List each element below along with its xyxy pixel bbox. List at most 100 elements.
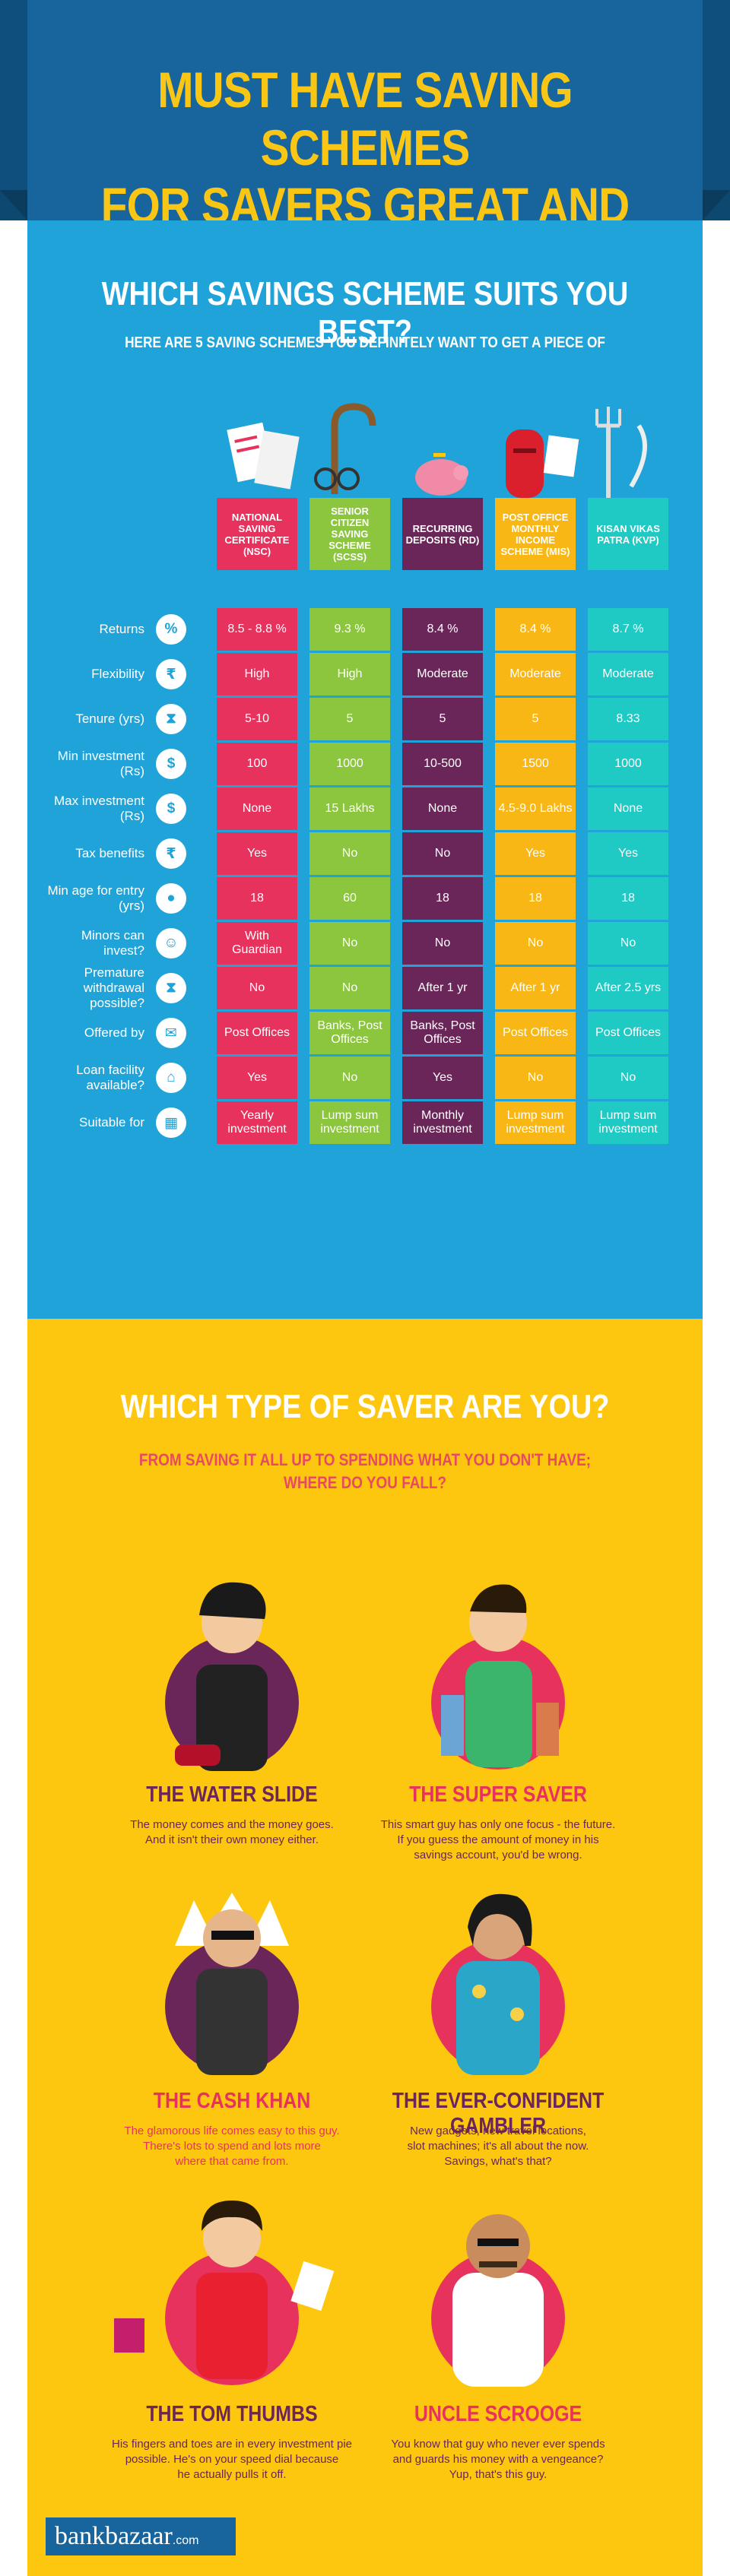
saver-description-line: Yup, that's this guy. (449, 2468, 548, 2481)
table-cell: Post Offices (588, 1012, 668, 1054)
table-cell: Moderate (495, 653, 576, 695)
table-cell: No (588, 1057, 668, 1099)
money-bag-icon: $ (156, 749, 186, 779)
saver-name: THE SUPER SAVER (409, 1782, 587, 1807)
table-cell: 8.7 % (588, 608, 668, 651)
person-icon: ● (156, 883, 186, 914)
table-cell: 8.5 - 8.8 % (217, 608, 297, 651)
piggy-bank-icon (415, 453, 468, 496)
walking-stick-icon (314, 403, 376, 494)
saver-description-line: There's lots to spend and lots more (143, 2140, 321, 2153)
table-cell: 18 (495, 877, 576, 920)
saver-description-line: savings account, you'd be wrong. (414, 1849, 582, 1862)
table-cell: No (402, 922, 483, 965)
scheme-header-nsc: NATIONAL SAVING CERTIFICATE (NSC) (217, 498, 297, 570)
saver-description-line: where that came from. (175, 2155, 289, 2168)
row-label: Premature withdrawal possible? (83, 965, 144, 1010)
savers-subtitle-line-2: WHERE DO YOU FALL? (283, 1473, 447, 1492)
saver-illustrations (114, 1582, 565, 2387)
row-label: Minors can invest? (81, 928, 144, 958)
row-label: Tax benefits (75, 846, 144, 860)
child-icon: ☺ (156, 928, 186, 958)
table-cell: 15 Lakhs (309, 787, 390, 830)
table-cell: Lump sum investment (309, 1101, 390, 1144)
table-cell: Post Offices (495, 1012, 576, 1054)
row-label: Max investment (Rs) (53, 794, 144, 823)
table-cell: Yearly investment (217, 1101, 297, 1144)
row-label: Returns (99, 622, 144, 636)
rupee-icon: ₹ (156, 838, 186, 869)
scheme-header-scss: SENIOR CITIZEN SAVING SCHEME (SCSS) (309, 498, 390, 570)
schemes-title: WHICH SAVINGS SCHEME SUITS YOU BEST? (101, 275, 629, 350)
bankbazaar-logo[interactable]: bankbazaar.com (46, 2517, 236, 2555)
row-label: Offered by (84, 1025, 144, 1040)
table-cell: Banks, Post Offices (309, 1012, 390, 1054)
bank-icon: ⌂ (156, 1063, 186, 1093)
table-cell: 10-500 (402, 743, 483, 785)
tom-thumbs-figure (114, 2201, 335, 2385)
scheme-header-mis: POST OFFICE MONTHLY INCOME SCHEME (MIS) (495, 498, 576, 570)
scheme-name: KISAN VIKAS PATRA (KVP) (596, 522, 660, 546)
super-saver-figure (431, 1584, 565, 1770)
table-cell: 8.33 (588, 698, 668, 740)
scheme-name: POST OFFICE MONTHLY INCOME SCHEME (MIS) (500, 511, 570, 557)
savers-subtitle-line-1: FROM SAVING IT ALL UP TO SPENDING WHAT Y… (138, 1450, 592, 1469)
schemes-subtitle: HERE ARE 5 SAVING SCHEMES YOU DEFINITELY… (125, 334, 605, 351)
saver-description: The glamorous life comes easy to this gu… (95, 2124, 369, 2169)
header-banner (0, 0, 730, 220)
table-cell: No (402, 832, 483, 875)
saver-description-line: New gadgets, new travel locations, (410, 2124, 586, 2137)
saver-name: THE CASH KHAN (153, 2089, 311, 2113)
table-cell: Yes (217, 832, 297, 875)
hourglass-icon: ⧗ (156, 704, 186, 734)
table-cell: Moderate (402, 653, 483, 695)
table-cell: Yes (495, 832, 576, 875)
scheme-name: RECURRING DEPOSITS (RD) (405, 522, 480, 546)
page-title-line-1: MUST HAVE SAVING SCHEMES (157, 62, 573, 176)
table-cell: After 1 yr (402, 967, 483, 1009)
post-office-icon: ✉ (156, 1018, 186, 1048)
scheme-name: SENIOR CITIZEN SAVING SCHEME (SCSS) (328, 505, 371, 562)
hourglass-icon: ⧗ (156, 973, 186, 1003)
savers-title: WHICH TYPE OF SAVER ARE YOU? (120, 1388, 610, 1425)
table-cell: Yes (217, 1057, 297, 1099)
rupee-icon: ₹ (156, 659, 186, 689)
scheme-illustrations (227, 403, 647, 498)
calendar-icon: ▦ (156, 1107, 186, 1138)
saver-description: New gadgets, new travel locations, slot m… (361, 2124, 635, 2169)
table-cell: Banks, Post Offices (402, 1012, 483, 1054)
row-label: Suitable for (79, 1115, 144, 1130)
table-cell: No (309, 1057, 390, 1099)
table-cell: No (309, 967, 390, 1009)
table-cell: Lump sum investment (588, 1101, 668, 1144)
saver-description-line: The money comes and the money goes. (130, 1818, 334, 1831)
table-cell: Yes (588, 832, 668, 875)
savers-subtitle: FROM SAVING IT ALL UP TO SPENDING WHAT Y… (51, 1449, 679, 1494)
table-cell: 1000 (588, 743, 668, 785)
table-cell: Monthly investment (402, 1101, 483, 1144)
row-label: Loan facility available? (76, 1063, 144, 1092)
table-cell: 18 (402, 877, 483, 920)
table-cell: 5 (309, 698, 390, 740)
pitchfork-icon (595, 407, 647, 498)
table-cell: High (309, 653, 390, 695)
table-cell: 8.4 % (495, 608, 576, 651)
table-cell: No (495, 922, 576, 965)
table-cell: None (402, 787, 483, 830)
saver-description-line: His fingers and toes are in every invest… (112, 2438, 352, 2451)
table-cell: 100 (217, 743, 297, 785)
saver-description-line: This smart guy has only one focus - the … (380, 1818, 616, 1831)
logo-brand: bankbazaar (55, 2522, 173, 2550)
table-cell: 5 (495, 698, 576, 740)
table-cell: None (217, 787, 297, 830)
table-cell: 5 (402, 698, 483, 740)
saver-name: THE WATER SLIDE (146, 1782, 318, 1807)
gambler-figure (431, 1893, 565, 2075)
logo-tld: .com (172, 2534, 199, 2547)
certificate-icon (227, 422, 300, 490)
table-cell: 8.4 % (402, 608, 483, 651)
saver-description-line: You know that guy who never ever spends (391, 2438, 605, 2451)
table-cell: 4.5-9.0 Lakhs (495, 787, 576, 830)
saver-description-line: and guards his money with a vengeance? (392, 2453, 604, 2466)
